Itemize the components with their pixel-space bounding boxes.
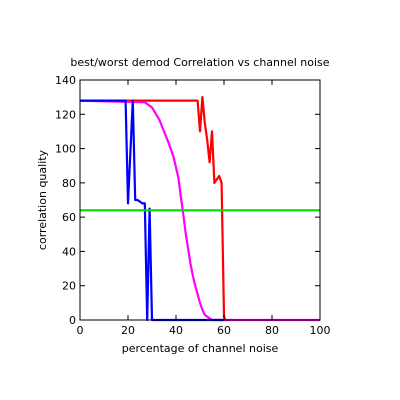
series-line-0 — [80, 95, 227, 322]
chart-title: best/worst demod Correlation vs channel … — [70, 56, 329, 69]
x-tick-label: 40 — [169, 324, 183, 337]
x-tick-label: 80 — [265, 324, 279, 337]
y-tick-label: 20 — [62, 280, 76, 293]
y-tick-label: 40 — [62, 245, 76, 258]
y-tick-label: 100 — [55, 143, 76, 156]
x-axis-label: percentage of channel noise — [122, 342, 279, 355]
y-axis-label: correlation quality — [36, 149, 49, 250]
y-tick-label: 80 — [62, 177, 76, 190]
y-tick-label: 60 — [62, 211, 76, 224]
x-tick-label: 100 — [310, 324, 331, 337]
y-tick-label: 120 — [55, 108, 76, 121]
x-tick-label: 60 — [217, 324, 231, 337]
plot-frame — [79, 79, 321, 321]
y-tick-label: 0 — [69, 314, 76, 327]
x-tick-label: 20 — [121, 324, 135, 337]
series-layer — [79, 95, 320, 322]
x-tick-label: 0 — [77, 324, 84, 337]
ticks-layer: 0 20 40 60 80 100 0 20 40 60 80 100 120 140 — [55, 74, 331, 337]
y-tick-label: 140 — [55, 74, 76, 87]
